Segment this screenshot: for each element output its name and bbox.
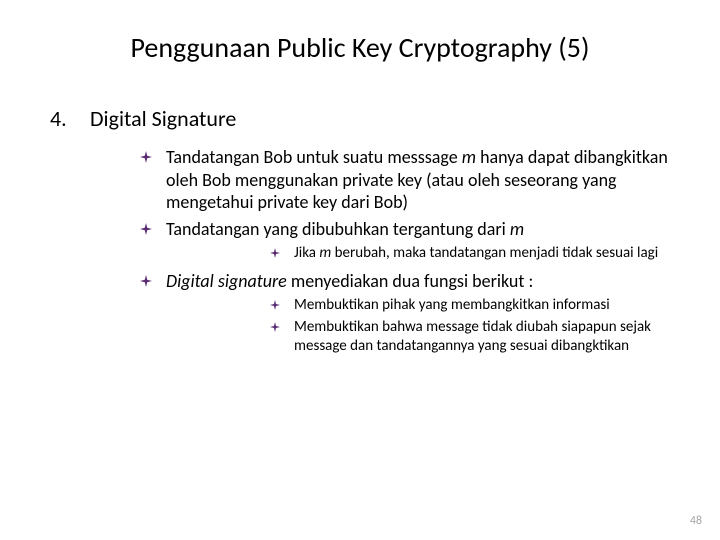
bullet-star-icon: [270, 244, 294, 264]
page-number: 48: [690, 514, 702, 528]
bullet-level2: Membuktikan bahwa message tidak diubah s…: [270, 318, 670, 357]
bullet-star-icon: [270, 296, 294, 316]
bullet-level1: Tandatangan Bob untuk suatu messsage m h…: [140, 146, 670, 214]
bullet-level2: Jika m berubah, maka tandatangan menjadi…: [270, 244, 670, 264]
list-number: 4.: [50, 105, 90, 132]
bullet-text: Membuktikan pihak yang membangkitkan inf…: [294, 296, 670, 316]
bullet-star-icon: [140, 270, 166, 293]
bullet-list-level1: Tandatangan Bob untuk suatu messsage m h…: [50, 146, 670, 357]
slide-title: Penggunaan Public Key Cryptography (5): [50, 30, 670, 65]
bullet-list-level2: Membuktikan pihak yang membangkitkan inf…: [140, 296, 670, 357]
bullet-level1: Tandatangan yang dibubuhkan tergantung d…: [140, 218, 670, 241]
bullet-level1: Digital signature menyediakan dua fungsi…: [140, 270, 670, 293]
section-heading: Digital Signature: [90, 105, 236, 132]
bullet-list-level2: Jika m berubah, maka tandatangan menjadi…: [140, 244, 670, 264]
bullet-star-icon: [270, 318, 294, 357]
bullet-text: Tandatangan Bob untuk suatu messsage m h…: [166, 146, 670, 214]
bullet-star-icon: [140, 218, 166, 241]
numbered-heading-row: 4. Digital Signature: [50, 105, 670, 132]
bullet-text: Membuktikan bahwa message tidak diubah s…: [294, 318, 670, 357]
bullet-text: Tandatangan yang dibubuhkan tergantung d…: [166, 218, 670, 241]
bullet-level2: Membuktikan pihak yang membangkitkan inf…: [270, 296, 670, 316]
bullet-text: Jika m berubah, maka tandatangan menjadi…: [294, 244, 670, 264]
bullet-star-icon: [140, 146, 166, 214]
bullet-text: Digital signature menyediakan dua fungsi…: [166, 270, 670, 293]
